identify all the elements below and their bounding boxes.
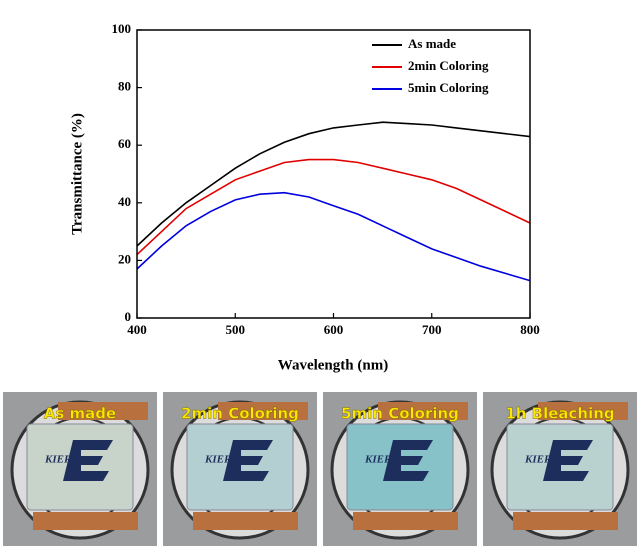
copper-top: [378, 402, 468, 420]
y-tick-label: 20: [118, 251, 131, 266]
copper-top: [218, 402, 308, 420]
y-tick-label: 60: [118, 136, 131, 151]
legend-label: 2min Coloring: [408, 58, 489, 73]
photo: KIER 2min Coloring: [163, 392, 317, 546]
legend-label: As made: [408, 36, 456, 51]
x-tick-label: 400: [127, 322, 147, 337]
x-axis-label: Wavelength (nm): [278, 357, 388, 373]
x-tick-label: 700: [422, 322, 442, 337]
logo-mark: [223, 440, 273, 481]
logo-text: KIER: [204, 454, 231, 466]
y-tick-label: 40: [118, 194, 131, 209]
copper-bottom: [353, 512, 458, 530]
copper-top: [58, 402, 148, 420]
logo-text: KIER: [524, 454, 551, 466]
photo-label: 1h Bleaching: [505, 405, 614, 423]
photo: KIER 5min Coloring: [323, 392, 477, 546]
series-line: [136, 121, 531, 247]
copper-bottom: [33, 512, 138, 530]
photo-label: 2min Coloring: [181, 405, 299, 423]
logo-mark: [543, 440, 593, 481]
photo: KIER As made: [3, 392, 157, 546]
copper-bottom: [513, 512, 618, 530]
x-tick-label: 600: [324, 322, 344, 337]
logo-mark: [63, 440, 113, 481]
plot-frame: [136, 29, 531, 319]
legend-label: 5min Coloring: [408, 80, 489, 95]
photo-label: As made: [44, 405, 116, 423]
logo-mark: [383, 440, 433, 481]
y-tick-label: 100: [112, 21, 132, 36]
y-axis-label: Transmittance (%): [69, 113, 85, 235]
copper-bottom: [193, 512, 298, 530]
logo-text: KIER: [44, 454, 71, 466]
y-tick-label: 80: [118, 79, 131, 94]
series-line: [136, 191, 531, 282]
y-tick-label: 0: [125, 309, 132, 324]
x-tick-label: 500: [226, 322, 246, 337]
series-line: [136, 158, 531, 256]
logo-text: KIER: [364, 454, 391, 466]
photo-label: 5min Coloring: [341, 405, 459, 423]
copper-top: [538, 402, 628, 420]
x-tick-label: 800: [520, 322, 540, 337]
photo: KIER 1h Bleaching: [483, 392, 637, 546]
